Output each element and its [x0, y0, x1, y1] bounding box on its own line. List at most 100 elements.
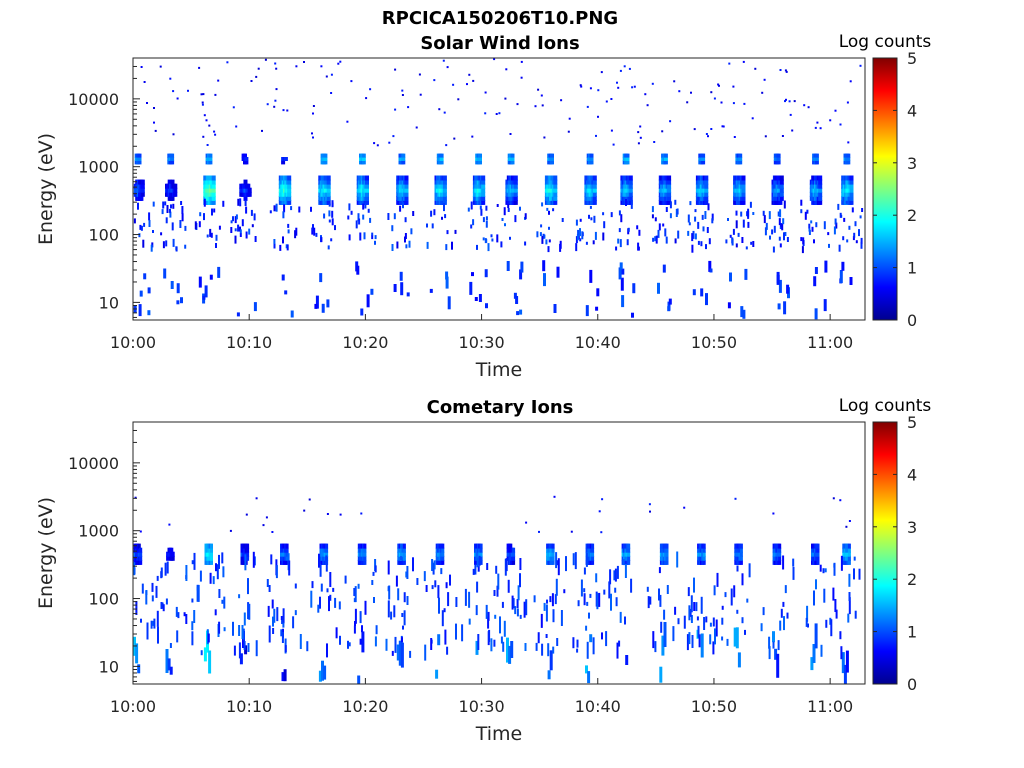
spectrogram-cell: [472, 219, 475, 226]
spectrogram-cell: [244, 160, 249, 165]
spectrogram-cell: [280, 629, 283, 637]
spectrogram-cell: [255, 75, 258, 78]
spectrogram-cell: [430, 210, 433, 217]
spectrogram-cell: [586, 105, 589, 108]
spectrogram-cell: [254, 236, 257, 242]
spectrogram-cell: [234, 216, 237, 224]
spectrogram-cell: [592, 187, 597, 193]
spectrogram-cell: [250, 80, 253, 82]
x-tick-label: 10:30: [459, 697, 505, 716]
spectrogram-cell: [519, 558, 522, 570]
spectrogram-cell: [403, 592, 406, 603]
y-axis-ticks: 10 100 1000 10000: [68, 57, 140, 318]
spectrogram-cell: [613, 570, 616, 581]
spectrogram-cell: [310, 206, 312, 212]
spectrogram-cell: [485, 205, 488, 211]
spectrogram-cell: [655, 235, 658, 244]
spectrogram-cell: [298, 206, 301, 213]
spectrogram-cell: [486, 563, 489, 570]
spectrogram-cell: [727, 218, 729, 221]
spectrogram-cell: [401, 94, 404, 96]
spectrogram-cell: [805, 617, 808, 627]
spectrogram-cell: [588, 612, 590, 619]
spectrogram-cell: [816, 551, 820, 557]
spectrogram-cell: [365, 97, 368, 100]
spectrogram-cell: [628, 183, 633, 189]
spectrogram-cell: [446, 646, 449, 655]
spectrogram-cell: [625, 157, 630, 161]
spectrogram-cell: [146, 102, 148, 104]
spectrogram-cell: [287, 179, 292, 185]
spectrogram-cell: [203, 198, 206, 207]
spectrogram-cell: [763, 78, 766, 81]
spectrogram-cell: [454, 229, 457, 234]
spectrogram-cell: [849, 183, 854, 189]
spectrogram-cell: [732, 85, 735, 88]
spectrogram-cell: [479, 551, 483, 557]
spectrogram-cell: [290, 206, 293, 211]
spectrogram-cell: [173, 183, 178, 189]
spectrogram-cell: [673, 80, 676, 83]
spectrogram-cell: [589, 205, 592, 209]
spectrogram-cell: [688, 632, 691, 645]
spectrogram-cell: [700, 596, 703, 614]
spectrogram-cell: [364, 600, 367, 615]
spectrogram-cell: [608, 581, 611, 599]
spectrogram-cell: [184, 244, 187, 249]
spectrogram-cell: [735, 220, 738, 229]
spectrogram-cell: [501, 218, 504, 221]
spectrogram-cell: [287, 223, 290, 228]
spectrogram-cell: [654, 236, 657, 242]
spectrogram-cell: [476, 581, 479, 593]
spectrogram-cell: [580, 579, 583, 597]
spectrogram-cell: [683, 615, 686, 629]
spectrogram-cell: [539, 232, 542, 237]
spectrogram-cell: [815, 579, 817, 590]
spectrogram-cell: [705, 244, 707, 250]
spectrogram-cell: [438, 597, 440, 614]
spectrogram-cell: [741, 573, 744, 586]
spectrogram-cell: [142, 239, 145, 248]
spectrogram-cell: [697, 240, 700, 245]
spectrogram-cell: [550, 153, 554, 158]
spectrogram-cell: [348, 234, 351, 241]
spectrogram-cell: [610, 98, 613, 100]
spectrogram-cell: [387, 586, 390, 592]
spectrogram-cell: [176, 283, 180, 294]
spectrogram-cell: [630, 578, 633, 593]
spectrogram-cell: [814, 153, 819, 158]
spectrogram-cell: [208, 153, 213, 158]
colorbar-tick-label: 5: [907, 413, 917, 432]
spectrogram-cell: [172, 203, 175, 209]
spectrogram-cell: [830, 619, 833, 637]
spectrogram-cell: [618, 228, 621, 233]
spectrogram-cell: [372, 571, 375, 576]
spectrogram-cell: [196, 586, 199, 591]
spectrogram-cell: [311, 132, 313, 135]
spectrogram-cell: [736, 609, 739, 614]
spectrogram-cell: [701, 157, 706, 161]
spectrogram-cell: [824, 568, 827, 573]
spectrogram-cell: [387, 213, 390, 220]
spectrogram-cell: [550, 160, 554, 165]
spectrogram-cell: [618, 210, 621, 216]
spectrogram-cell: [693, 577, 695, 593]
spectrogram-cell: [592, 179, 597, 185]
spectrogram-cell: [148, 212, 151, 221]
spectrogram-cell: [209, 274, 213, 280]
spectrogram-cell: [628, 67, 631, 70]
spectrogram-cell: [241, 219, 244, 227]
spectrogram-cell: [388, 141, 391, 144]
spectrogram-cell: [840, 646, 843, 660]
spectrogram-cell: [738, 157, 743, 161]
spectrogram-cell: [445, 271, 449, 280]
spectrogram-cell: [481, 191, 486, 197]
spectrogram-cell: [385, 638, 388, 651]
spectrogram-cell: [807, 623, 809, 628]
spectrogram-cell: [691, 635, 694, 648]
spectrogram-cell: [285, 559, 289, 565]
spectrogram-cell: [772, 631, 775, 643]
spectrogram-cell: [591, 543, 595, 549]
spectrogram-cell: [404, 199, 409, 205]
